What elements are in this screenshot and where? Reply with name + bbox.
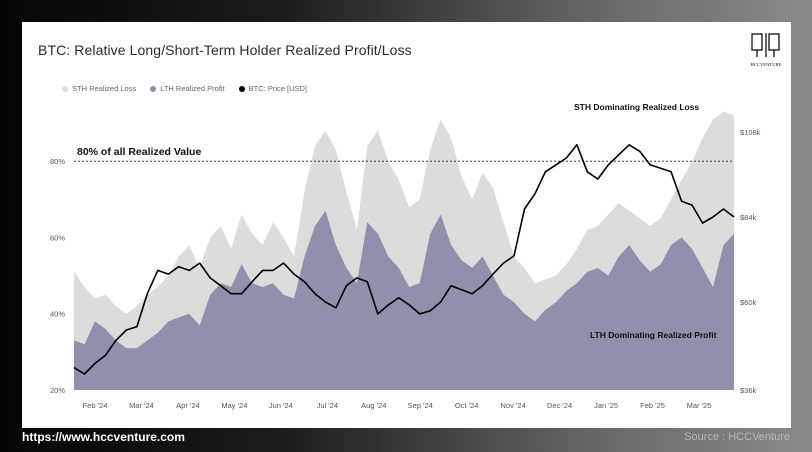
btc-price-line — [73, 144, 735, 375]
legend-item-sth: STH Realized Loss — [62, 84, 136, 93]
hccventure-logo: HCCVENTURE — [751, 33, 782, 67]
x-tick-label: Feb '25 — [640, 401, 665, 410]
threshold-label: 80% of all Realized Value — [77, 146, 201, 158]
logo-text: HCCVENTURE — [751, 62, 782, 67]
y-right-tick-label: $108k — [740, 128, 761, 137]
legend-swatch-sth — [62, 85, 68, 92]
chart-plot-area: 80% of all Realized Value STH Dominating… — [50, 102, 761, 410]
legend-swatch-price — [238, 85, 245, 92]
x-tick-label: Sep '24 — [408, 401, 433, 410]
x-tick-label: Jan '25 — [594, 401, 618, 410]
x-tick-label: Dec '24 — [547, 401, 572, 410]
y-left-tick-label: 20% — [50, 386, 65, 395]
legend-label-price: BTC: Price [USD] — [248, 84, 308, 93]
x-tick-label: May '24 — [221, 401, 247, 410]
y-left-tick-label: 80% — [50, 157, 65, 166]
legend-label-sth: STH Realized Loss — [72, 84, 137, 93]
x-tick-label: Jul '24 — [317, 401, 338, 410]
chart-title: BTC: Relative Long/Short-Term Holder Rea… — [38, 42, 412, 58]
y-left-tick-label: 40% — [50, 310, 65, 319]
y-right-tick-label: $84k — [740, 213, 757, 222]
lth-dominating-label: LTH Dominating Realized Profit — [590, 330, 717, 340]
legend-swatch-lth — [150, 85, 157, 92]
x-tick-label: Mar '25 — [687, 401, 712, 410]
sth-dominating-label: STH Dominating Realized Loss — [574, 102, 699, 112]
chart-card: BTC: Relative Long/Short-Term Holder Rea… — [22, 22, 791, 428]
legend-label-lth: LTH Realized Profit — [160, 84, 225, 93]
x-tick-label: Nov '24 — [501, 401, 526, 410]
footer-url[interactable]: https://www.hccventure.com — [22, 430, 185, 444]
footer-source: Source : HCCVenture — [684, 431, 790, 443]
y-left-tick-label: 60% — [50, 233, 65, 242]
x-tick-label: Aug '24 — [361, 401, 386, 410]
x-tick-label: Jun '24 — [269, 401, 293, 410]
x-tick-label: Oct '24 — [455, 401, 479, 410]
x-tick-label: Mar '24 — [129, 401, 154, 410]
y-right-tick-label: $60k — [740, 298, 757, 307]
x-tick-label: Apr '24 — [176, 401, 200, 410]
chart-legend: STH Realized Loss LTH Realized Profit BT… — [62, 84, 307, 93]
legend-item-lth: LTH Realized Profit — [150, 84, 225, 93]
legend-item-price: BTC: Price [USD] — [238, 84, 308, 93]
x-tick-label: Feb '24 — [83, 401, 108, 410]
y-right-tick-label: $36k — [740, 386, 757, 395]
